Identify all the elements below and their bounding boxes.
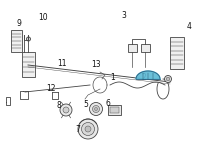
Bar [170,37,184,69]
Bar [110,107,119,113]
Text: 2: 2 [142,73,146,82]
Polygon shape [136,71,160,79]
Circle shape [164,76,172,82]
Bar [11,30,22,52]
Text: 13: 13 [91,60,101,69]
Circle shape [78,119,98,139]
Circle shape [63,107,69,113]
Circle shape [90,102,103,116]
Text: 11: 11 [57,59,67,68]
Text: 5: 5 [84,100,88,109]
Circle shape [166,77,170,81]
Circle shape [95,107,98,111]
Circle shape [92,106,100,112]
Text: 3: 3 [122,11,126,20]
Text: 7: 7 [76,125,80,134]
Text: 12: 12 [46,84,56,93]
Text: 10: 10 [38,13,48,22]
Bar [22,52,35,77]
Text: 4: 4 [187,22,191,31]
Circle shape [60,104,72,116]
Bar [141,44,150,52]
Text: 6: 6 [106,99,110,108]
Text: 1: 1 [111,73,115,82]
Text: 9: 9 [17,19,21,28]
Bar [128,44,137,52]
Circle shape [82,122,95,136]
Circle shape [85,126,91,132]
Text: 8: 8 [57,101,61,110]
Bar [108,105,121,115]
Circle shape [27,37,31,41]
